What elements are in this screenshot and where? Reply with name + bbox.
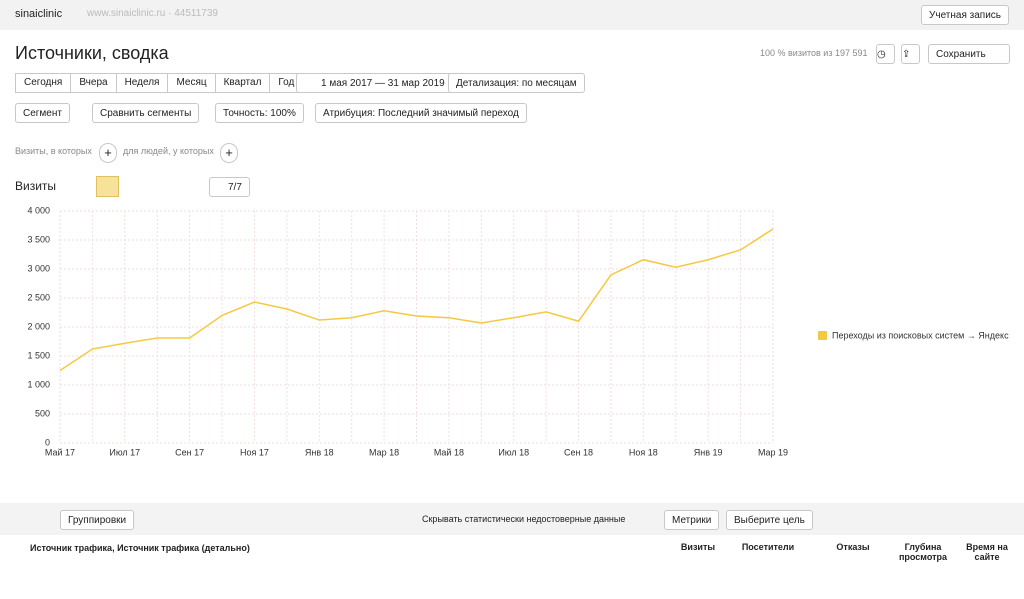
- table-toolbar: [0, 503, 1024, 535]
- account[interactable]: sinaiclinic: [15, 8, 63, 20]
- y-tick-label: 500: [35, 408, 50, 418]
- column-header[interactable]: Отказы: [836, 542, 870, 552]
- y-tick-label: 2 000: [27, 321, 50, 331]
- x-tick-label: Июл 18: [498, 447, 529, 457]
- account-button[interactable]: Учетная запись: [921, 5, 1010, 25]
- y-tick-label: 1 000: [27, 379, 50, 389]
- y-tick-label: 3 500: [27, 234, 50, 244]
- segment-label: для людей, у которых: [123, 146, 214, 156]
- history-icon[interactable]: ◷: [876, 44, 895, 64]
- chart: 0 500 1 000 1 500 2 000 2 500 3 000 3 500 4 000 М…: [27, 205, 1009, 457]
- page-title: Источники, сводка: [15, 43, 169, 63]
- x-tick-label: Мар 19: [758, 447, 788, 457]
- series-count[interactable]: 7/7: [209, 177, 250, 197]
- hide-checkbox[interactable]: Скрывать статистически недостоверные дан…: [422, 514, 626, 524]
- add-button[interactable]: +: [99, 143, 117, 163]
- period[interactable]: Вчера: [70, 73, 117, 93]
- filter[interactable]: Атрибуция: Последний значимый переход: [315, 103, 527, 123]
- save-button[interactable]: Сохранить: [928, 44, 1010, 64]
- y-tick-label: 2 500: [27, 292, 50, 302]
- y-tick-label: 4 000: [27, 205, 50, 215]
- export-icon[interactable]: ⇪: [901, 44, 920, 64]
- x-tick-label: Ноя 18: [629, 447, 658, 457]
- add-button[interactable]: +: [220, 143, 238, 163]
- period-tabs: Сегодня Вчера Неделя Месяц Квартал Год: [15, 73, 304, 93]
- top-bar: [0, 0, 1024, 30]
- y-tick-label: 0: [45, 437, 50, 447]
- chart-label: Визиты: [15, 179, 57, 193]
- period[interactable]: Месяц: [167, 73, 216, 93]
- column-header[interactable]: Глубина просмотра: [898, 542, 948, 562]
- x-tick-label: Июл 17: [109, 447, 140, 457]
- period[interactable]: Неделя: [115, 73, 169, 93]
- legend-swatch: [818, 331, 827, 340]
- x-tick-label: Май 17: [45, 447, 75, 457]
- date-range[interactable]: 1 мая 2017 — 31 мар 2019: [296, 73, 453, 93]
- site: www.sinaiclinic.ru · 44511739: [87, 8, 218, 19]
- filter[interactable]: Сегмент: [15, 103, 70, 123]
- legend-label: Переходы из поисковых систем → Яндекс: [832, 330, 1009, 340]
- y-tick-label: 1 500: [27, 350, 50, 360]
- x-tick-label: Май 18: [434, 447, 464, 457]
- x-tick-label: Ноя 17: [240, 447, 269, 457]
- column-header[interactable]: Визиты: [680, 542, 716, 552]
- x-tick-label: Янв 19: [694, 447, 723, 457]
- y-tick-label: 3 000: [27, 263, 50, 273]
- goal-select[interactable]: Выберите цель: [726, 510, 813, 530]
- line-mode[interactable]: [96, 176, 119, 197]
- x-tick-label: Мар 18: [369, 447, 399, 457]
- column-header[interactable]: Посетители: [741, 542, 795, 552]
- period[interactable]: Сегодня: [15, 73, 72, 93]
- visits-note: 100 % визитов из 197 591: [760, 48, 868, 58]
- x-tick-label: Сен 18: [564, 447, 593, 457]
- dimension: Источник трафика, Источник трафика (дета…: [30, 543, 250, 553]
- series-line: [59, 228, 774, 372]
- metrics-button[interactable]: Метрики: [664, 510, 720, 530]
- detail-select[interactable]: Детализация: по месяцам: [448, 73, 585, 93]
- period[interactable]: Квартал: [214, 73, 271, 93]
- segment-label: Визиты, в которых: [15, 146, 92, 156]
- filter[interactable]: Сравнить сегменты: [92, 103, 200, 123]
- x-tick-label: Янв 18: [305, 447, 334, 457]
- x-tick-label: Сен 17: [175, 447, 204, 457]
- filter[interactable]: Точность: 100%: [215, 103, 304, 123]
- column-header[interactable]: Время на сайте: [966, 542, 1008, 562]
- groupings-button[interactable]: Группировки: [60, 510, 135, 530]
